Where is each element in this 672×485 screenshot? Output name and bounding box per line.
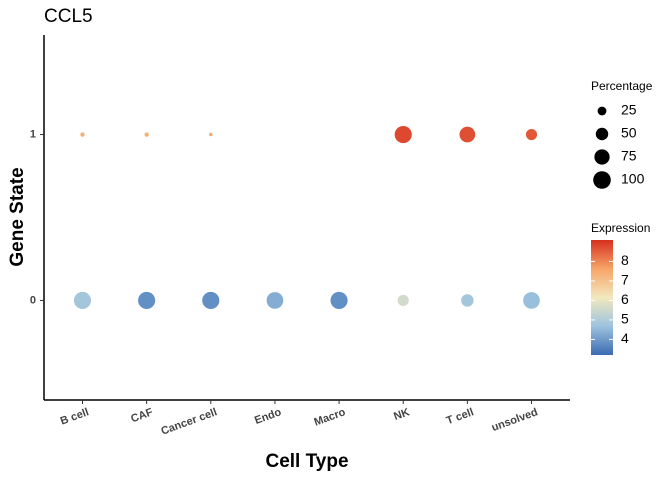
dot bbox=[209, 132, 213, 137]
color-legend-title: Expression bbox=[591, 221, 650, 235]
y-axis-title: Gene State bbox=[7, 167, 28, 266]
dot bbox=[397, 294, 409, 307]
x-tick-label: NK bbox=[392, 406, 411, 423]
x-tick-label: unsolved bbox=[490, 406, 539, 434]
dot bbox=[461, 294, 474, 307]
dot bbox=[144, 132, 149, 137]
size-legend-key bbox=[594, 149, 610, 165]
y-tick-label: 0 bbox=[30, 294, 36, 306]
x-tick-label: Endo bbox=[253, 406, 283, 427]
color-bar-label: 8 bbox=[621, 252, 629, 268]
size-legend-title: Percentage bbox=[591, 79, 653, 93]
dot bbox=[73, 291, 92, 310]
color-bar-label: 4 bbox=[621, 330, 629, 346]
size-legend-label: 75 bbox=[621, 148, 637, 164]
dot bbox=[202, 291, 220, 310]
x-axis-title: Cell Type bbox=[265, 451, 348, 472]
size-legend-label: 100 bbox=[621, 171, 645, 187]
y-tick-label: 1 bbox=[30, 128, 36, 140]
size-legend-key bbox=[595, 127, 609, 141]
dot bbox=[523, 292, 540, 309]
dot bbox=[80, 132, 85, 137]
dot bbox=[330, 291, 348, 310]
dot bbox=[138, 291, 156, 310]
dot bbox=[266, 292, 284, 309]
size-legend-label: 25 bbox=[621, 102, 637, 118]
color-bar-label: 7 bbox=[621, 272, 629, 288]
color-bar bbox=[591, 240, 613, 355]
x-tick-label: T cell bbox=[445, 406, 476, 427]
color-bar-label: 5 bbox=[621, 311, 629, 327]
x-tick-label: CAF bbox=[129, 406, 155, 425]
size-legend-label: 50 bbox=[621, 125, 637, 141]
x-tick-label: Macro bbox=[313, 406, 348, 428]
color-bar-label: 6 bbox=[621, 291, 629, 307]
dot bbox=[525, 128, 538, 141]
dot bbox=[394, 125, 412, 144]
dot bbox=[459, 126, 476, 143]
size-legend-key bbox=[593, 171, 611, 189]
chart-title: CCL5 bbox=[44, 6, 93, 27]
size-legend-key bbox=[597, 106, 607, 116]
x-tick-label: Cancer cell bbox=[160, 406, 219, 437]
x-tick-label: B cell bbox=[59, 406, 91, 427]
